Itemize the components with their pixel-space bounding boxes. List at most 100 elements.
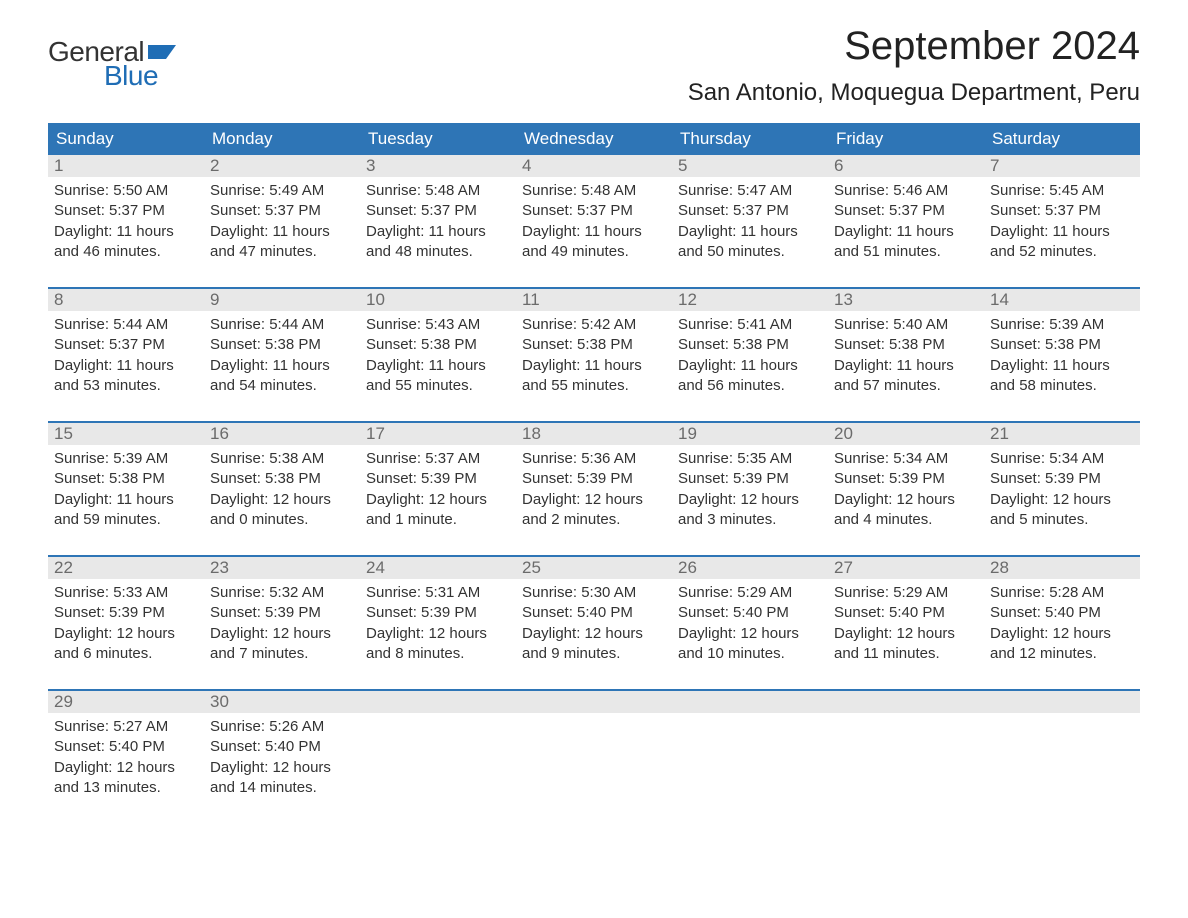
day-number: 4 xyxy=(516,155,672,177)
day-dl1: Daylight: 11 hours xyxy=(678,356,822,376)
week-row: 22232425262728Sunrise: 5:33 AMSunset: 5:… xyxy=(48,555,1140,675)
day-dl1: Daylight: 11 hours xyxy=(366,356,510,376)
dayheader-sun: Sunday xyxy=(48,123,204,155)
day-number: 3 xyxy=(360,155,516,177)
day-cell: Sunrise: 5:38 AMSunset: 5:38 PMDaylight:… xyxy=(204,445,360,541)
dayheader-mon: Monday xyxy=(204,123,360,155)
month-title: September 2024 xyxy=(688,24,1140,69)
day-sunrise: Sunrise: 5:31 AM xyxy=(366,583,510,603)
day-dl2: and 8 minutes. xyxy=(366,644,510,664)
day-dl2: and 1 minute. xyxy=(366,510,510,530)
day-cell: Sunrise: 5:43 AMSunset: 5:38 PMDaylight:… xyxy=(360,311,516,407)
day-dl1: Daylight: 12 hours xyxy=(678,624,822,644)
title-block: September 2024 San Antonio, Moquegua Dep… xyxy=(688,24,1140,107)
day-dl1: Daylight: 12 hours xyxy=(54,624,198,644)
day-cell: Sunrise: 5:42 AMSunset: 5:38 PMDaylight:… xyxy=(516,311,672,407)
day-dl2: and 12 minutes. xyxy=(990,644,1134,664)
day-dl2: and 4 minutes. xyxy=(834,510,978,530)
day-cell: Sunrise: 5:39 AMSunset: 5:38 PMDaylight:… xyxy=(48,445,204,541)
day-cell: Sunrise: 5:33 AMSunset: 5:39 PMDaylight:… xyxy=(48,579,204,675)
day-sunset: Sunset: 5:39 PM xyxy=(990,469,1134,489)
day-sunrise: Sunrise: 5:46 AM xyxy=(834,181,978,201)
day-sunset: Sunset: 5:38 PM xyxy=(990,335,1134,355)
day-number: 28 xyxy=(984,557,1140,579)
day-number: 7 xyxy=(984,155,1140,177)
day-dl2: and 0 minutes. xyxy=(210,510,354,530)
day-sunrise: Sunrise: 5:40 AM xyxy=(834,315,978,335)
day-sunset: Sunset: 5:39 PM xyxy=(54,603,198,623)
day-sunrise: Sunrise: 5:42 AM xyxy=(522,315,666,335)
day-dl2: and 11 minutes. xyxy=(834,644,978,664)
day-cell xyxy=(672,713,828,809)
dayheader-wed: Wednesday xyxy=(516,123,672,155)
daynum-row: 1234567 xyxy=(48,155,1140,177)
day-cell: Sunrise: 5:28 AMSunset: 5:40 PMDaylight:… xyxy=(984,579,1140,675)
day-cell: Sunrise: 5:45 AMSunset: 5:37 PMDaylight:… xyxy=(984,177,1140,273)
day-dl1: Daylight: 11 hours xyxy=(54,356,198,376)
day-sunset: Sunset: 5:38 PM xyxy=(366,335,510,355)
day-number: 19 xyxy=(672,423,828,445)
day-dl2: and 46 minutes. xyxy=(54,242,198,262)
day-cell: Sunrise: 5:48 AMSunset: 5:37 PMDaylight:… xyxy=(516,177,672,273)
day-dl2: and 54 minutes. xyxy=(210,376,354,396)
day-cell xyxy=(984,713,1140,809)
day-number: 30 xyxy=(204,691,360,713)
dayheader-tue: Tuesday xyxy=(360,123,516,155)
day-number: 1 xyxy=(48,155,204,177)
day-sunset: Sunset: 5:40 PM xyxy=(210,737,354,757)
day-dl2: and 10 minutes. xyxy=(678,644,822,664)
day-sunrise: Sunrise: 5:48 AM xyxy=(522,181,666,201)
day-number: 29 xyxy=(48,691,204,713)
day-number: 27 xyxy=(828,557,984,579)
day-sunrise: Sunrise: 5:37 AM xyxy=(366,449,510,469)
day-dl1: Daylight: 12 hours xyxy=(210,758,354,778)
day-dl2: and 58 minutes. xyxy=(990,376,1134,396)
day-cell: Sunrise: 5:47 AMSunset: 5:37 PMDaylight:… xyxy=(672,177,828,273)
day-dl2: and 48 minutes. xyxy=(366,242,510,262)
day-sunset: Sunset: 5:37 PM xyxy=(366,201,510,221)
day-cell: Sunrise: 5:32 AMSunset: 5:39 PMDaylight:… xyxy=(204,579,360,675)
day-sunset: Sunset: 5:39 PM xyxy=(678,469,822,489)
day-dl1: Daylight: 12 hours xyxy=(210,624,354,644)
day-dl1: Daylight: 12 hours xyxy=(990,624,1134,644)
day-sunrise: Sunrise: 5:43 AM xyxy=(366,315,510,335)
day-cell: Sunrise: 5:44 AMSunset: 5:37 PMDaylight:… xyxy=(48,311,204,407)
day-sunrise: Sunrise: 5:35 AM xyxy=(678,449,822,469)
day-sunset: Sunset: 5:37 PM xyxy=(54,201,198,221)
day-number: 11 xyxy=(516,289,672,311)
dayheader-fri: Friday xyxy=(828,123,984,155)
day-number: 16 xyxy=(204,423,360,445)
day-number: 24 xyxy=(360,557,516,579)
day-number: 10 xyxy=(360,289,516,311)
day-cell: Sunrise: 5:29 AMSunset: 5:40 PMDaylight:… xyxy=(828,579,984,675)
day-cell: Sunrise: 5:34 AMSunset: 5:39 PMDaylight:… xyxy=(828,445,984,541)
day-dl2: and 6 minutes. xyxy=(54,644,198,664)
day-dl1: Daylight: 12 hours xyxy=(834,490,978,510)
day-dl2: and 55 minutes. xyxy=(522,376,666,396)
day-number: 23 xyxy=(204,557,360,579)
day-sunrise: Sunrise: 5:49 AM xyxy=(210,181,354,201)
day-number: 14 xyxy=(984,289,1140,311)
day-sunrise: Sunrise: 5:29 AM xyxy=(678,583,822,603)
day-dl2: and 49 minutes. xyxy=(522,242,666,262)
day-sunset: Sunset: 5:40 PM xyxy=(522,603,666,623)
weeks-container: 1234567Sunrise: 5:50 AMSunset: 5:37 PMDa… xyxy=(48,155,1140,809)
day-dl2: and 7 minutes. xyxy=(210,644,354,664)
day-sunset: Sunset: 5:37 PM xyxy=(678,201,822,221)
day-number: 26 xyxy=(672,557,828,579)
day-sunrise: Sunrise: 5:44 AM xyxy=(54,315,198,335)
day-dl2: and 51 minutes. xyxy=(834,242,978,262)
day-cell: Sunrise: 5:27 AMSunset: 5:40 PMDaylight:… xyxy=(48,713,204,809)
daynum-row: 891011121314 xyxy=(48,289,1140,311)
day-cell: Sunrise: 5:36 AMSunset: 5:39 PMDaylight:… xyxy=(516,445,672,541)
week-row: 891011121314Sunrise: 5:44 AMSunset: 5:37… xyxy=(48,287,1140,407)
day-dl1: Daylight: 12 hours xyxy=(210,490,354,510)
day-cell: Sunrise: 5:40 AMSunset: 5:38 PMDaylight:… xyxy=(828,311,984,407)
day-number xyxy=(672,691,828,713)
day-number: 22 xyxy=(48,557,204,579)
day-sunrise: Sunrise: 5:29 AM xyxy=(834,583,978,603)
day-sunrise: Sunrise: 5:44 AM xyxy=(210,315,354,335)
day-dl1: Daylight: 11 hours xyxy=(366,222,510,242)
day-dl1: Daylight: 11 hours xyxy=(210,356,354,376)
day-cell xyxy=(360,713,516,809)
